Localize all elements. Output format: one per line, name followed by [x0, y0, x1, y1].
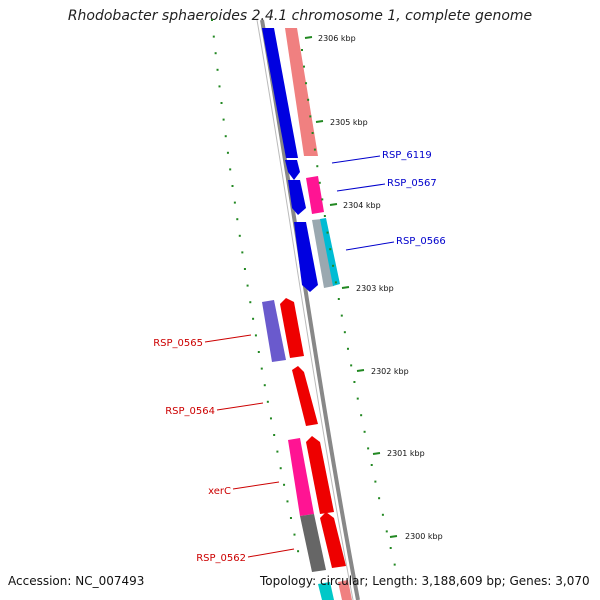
- topology-text: Topology: circular; Length: 3,188,609 bp…: [260, 574, 590, 588]
- gene-label-rsp0566[interactable]: RSP_0566: [396, 236, 446, 247]
- gene-block[interactable]: [294, 222, 318, 292]
- gene-block[interactable]: [280, 298, 304, 358]
- gene-block[interactable]: [285, 160, 300, 180]
- gene-label-rsp0564[interactable]: RSP_0564: [165, 406, 215, 417]
- kbp-label: 2301 kbp: [387, 449, 425, 458]
- gene-block[interactable]: [306, 436, 334, 514]
- gene-block[interactable]: [262, 300, 286, 362]
- leader-line: [331, 155, 381, 164]
- gene-block[interactable]: [338, 580, 352, 600]
- gene-block[interactable]: [300, 514, 326, 572]
- leader-line: [345, 241, 395, 251]
- gene-block[interactable]: [306, 176, 324, 214]
- leader-line: [204, 334, 252, 343]
- kbp-label: 2304 kbp: [343, 201, 381, 210]
- gene-block[interactable]: [288, 180, 306, 215]
- gene-block[interactable]: [320, 218, 340, 286]
- gene-label-rsp0567[interactable]: RSP_0567: [387, 178, 437, 189]
- major-ticks: [304, 36, 398, 538]
- kbp-label: 2300 kbp: [405, 532, 443, 541]
- kbp-label: 2306 kbp: [318, 34, 356, 43]
- kbp-label: 2305 kbp: [330, 118, 368, 127]
- accession-text: Accession: NC_007493: [8, 574, 145, 588]
- kbp-label: 2303 kbp: [356, 284, 394, 293]
- gene-block[interactable]: [320, 512, 346, 568]
- gene-block[interactable]: [262, 28, 298, 158]
- gene-block[interactable]: [292, 366, 318, 426]
- gene-label-xerc[interactable]: xerC: [208, 486, 231, 497]
- map-title: Rhodobacter sphaeroides 2.4.1 chromosome…: [67, 8, 533, 24]
- inner-tick-scale: [301, 49, 396, 566]
- gene-block[interactable]: [318, 582, 334, 600]
- gene-label-rsp6119[interactable]: RSP_6119: [382, 150, 432, 161]
- gene-label-rsp0565[interactable]: RSP_0565: [153, 338, 203, 349]
- outer-tick-scale: [211, 19, 300, 553]
- gene-block[interactable]: [285, 28, 318, 156]
- leader-line: [336, 183, 386, 192]
- backbone-inner: [256, 19, 354, 600]
- kbp-label: 2302 kbp: [371, 367, 409, 376]
- leader-line: [232, 481, 280, 490]
- gene-label-rsp0562[interactable]: RSP_0562: [196, 553, 246, 564]
- gene-block[interactable]: [288, 438, 314, 516]
- leader-line: [247, 548, 295, 558]
- gene-block[interactable]: [312, 219, 334, 288]
- leader-line: [216, 402, 264, 411]
